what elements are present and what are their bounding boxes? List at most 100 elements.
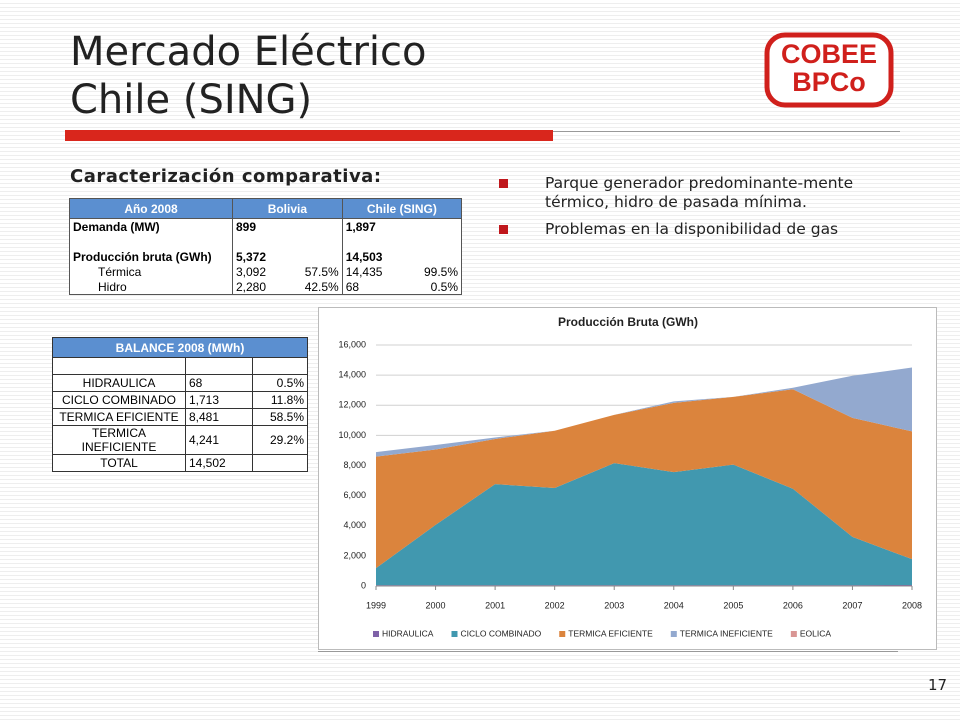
table-cell: 11.8% — [252, 391, 308, 409]
logo-text: COBEE — [781, 39, 877, 69]
header-cell: Año 2008 — [69, 198, 233, 219]
table-cell: 1,713 — [185, 391, 253, 409]
table-cell: 5,372 — [236, 249, 267, 264]
header-cell: Chile (SING) — [341, 198, 463, 219]
bullet: Parque generador predominante-mente térm… — [499, 174, 879, 212]
area — [376, 367, 912, 457]
legend-swatch — [451, 631, 458, 637]
x-tick-label: 2000 — [426, 600, 446, 610]
logo-frame — [764, 32, 894, 108]
y-tick-label: 12,000 — [338, 400, 366, 410]
legend-label: EOLICA — [800, 628, 832, 638]
legend-swatch — [373, 631, 379, 637]
chart: Producción Bruta (GWh) 0 2,000 4,000 6,000 8… — [338, 315, 922, 638]
table-cell: 14,503 — [345, 249, 383, 264]
x-tick-label: 2008 — [902, 600, 922, 610]
legend-label: CICLO COMBINADO — [460, 628, 541, 638]
header-row: BALANCE 2008 (MWh) — [52, 337, 308, 358]
legend-label: TERMICA INEFICIENTE — [680, 628, 773, 638]
subtitle: Caracterización comparativa: — [70, 166, 382, 187]
area — [376, 463, 912, 586]
table-cell: Térmica — [69, 264, 233, 279]
title-bar — [65, 130, 553, 141]
logo: COBEE BPCo — [764, 32, 894, 108]
bullet-list: Parque generador predominante-mente térm… — [499, 174, 879, 247]
table-cell: 0.5% — [403, 279, 462, 295]
x-tick-label: 2007 — [842, 600, 862, 610]
table-cell: Demanda (MW) — [69, 218, 233, 234]
y-tick-label: 10,000 — [338, 430, 366, 440]
rule — [318, 651, 898, 652]
logo-text: BPCo — [792, 67, 866, 97]
y-tick-label: 4,000 — [343, 520, 366, 530]
table-cell: 99.5% — [403, 264, 462, 279]
table-cell: 68 — [345, 279, 360, 294]
table-cell: 42.5% — [284, 279, 343, 295]
table-cell — [403, 234, 462, 249]
table-cell: 14,435 — [345, 264, 383, 279]
table-row: CICLO COMBINADO 1,713 11.8% — [52, 391, 308, 409]
header-cell: BALANCE 2008 (MWh) — [52, 337, 308, 358]
header-cell: Bolivia — [232, 198, 343, 219]
title-line: Chile (SING) — [70, 77, 313, 123]
table-cell: TERMICA EFICIENTE — [52, 408, 186, 426]
balance-table: BALANCE 2008 (MWh) HIDRAULICA 68 0.5% CICLO … — [52, 337, 308, 472]
table-row: TERMICA INEFICIENTE 4,241 29.2% — [52, 425, 308, 455]
table-cell: 1,897 — [345, 219, 376, 234]
table-cell: 4,241 — [185, 425, 253, 455]
table-row — [52, 357, 308, 375]
table-cell: 8,481 — [185, 408, 253, 426]
x-tick-label: 2006 — [783, 600, 803, 610]
table-cell: Hidro — [69, 279, 233, 295]
table-cell: Producción bruta (GWh) — [69, 249, 233, 264]
table-cell: 0.5% — [252, 374, 308, 392]
table-cell — [52, 357, 186, 375]
table-row: Térmica 3,092 57.5% 14,435 99.5% — [69, 264, 462, 279]
table-cell — [284, 249, 343, 264]
y-tick-label: 14,000 — [338, 370, 366, 380]
legend-swatch — [559, 631, 566, 637]
y-tick-label: 8,000 — [343, 460, 366, 470]
table-cell — [185, 357, 253, 375]
x-tick-label: 2003 — [604, 600, 624, 610]
x-tick-label: 2004 — [664, 600, 684, 610]
legend-swatch — [670, 631, 677, 637]
table-cell — [252, 357, 308, 375]
bullet: Problemas en la disponibilidad de gas — [499, 220, 879, 239]
table-cell — [69, 234, 233, 249]
table-cell — [342, 234, 404, 249]
table-row: Producción bruta (GWh) 5,372 14,503 — [69, 249, 462, 264]
x-tick-label: 2001 — [485, 600, 505, 610]
legend-swatch — [790, 631, 797, 637]
rule — [553, 131, 900, 132]
table-cell: 68 — [185, 374, 253, 392]
x-tick-label: 1999 — [366, 600, 386, 610]
y-tick-label: 0 — [361, 580, 366, 590]
x-tick-label: 2002 — [545, 600, 565, 610]
table-cell: CICLO COMBINADO — [52, 391, 186, 409]
table-cell: 29.2% — [252, 425, 308, 455]
page-number: 17 — [928, 676, 948, 694]
table-cell — [233, 234, 285, 249]
table-cell: TERMICA INEFICIENTE — [52, 425, 186, 455]
area — [376, 389, 912, 569]
table-cell: 57.5% — [284, 264, 343, 279]
table-row: TOTAL 14,502 — [52, 454, 308, 472]
y-tick-label: 6,000 — [343, 490, 366, 500]
table-cell: 2,280 — [236, 279, 267, 294]
legend-label: TERMICA EFICIENTE — [568, 628, 653, 638]
table-cell — [284, 218, 343, 234]
table-cell — [252, 454, 308, 472]
title-line: Mercado Eléctrico — [70, 29, 427, 75]
table-cell: 3,092 — [236, 264, 267, 279]
table-cell — [403, 249, 462, 264]
table-cell: HIDRAULICA — [52, 374, 186, 392]
comparison-table: Año 2008 Bolivia Chile (SING) Demanda (MW) 8… — [69, 198, 463, 295]
chart-title: Producción Bruta (GWh) — [558, 315, 698, 329]
table-row: TERMICA EFICIENTE 8,481 58.5% — [52, 408, 308, 426]
header-row: Año 2008 Bolivia Chile (SING) — [69, 198, 463, 219]
y-tick-label: 16,000 — [338, 339, 366, 349]
table-cell: TOTAL — [52, 454, 186, 472]
x-tick-label: 2005 — [723, 600, 743, 610]
